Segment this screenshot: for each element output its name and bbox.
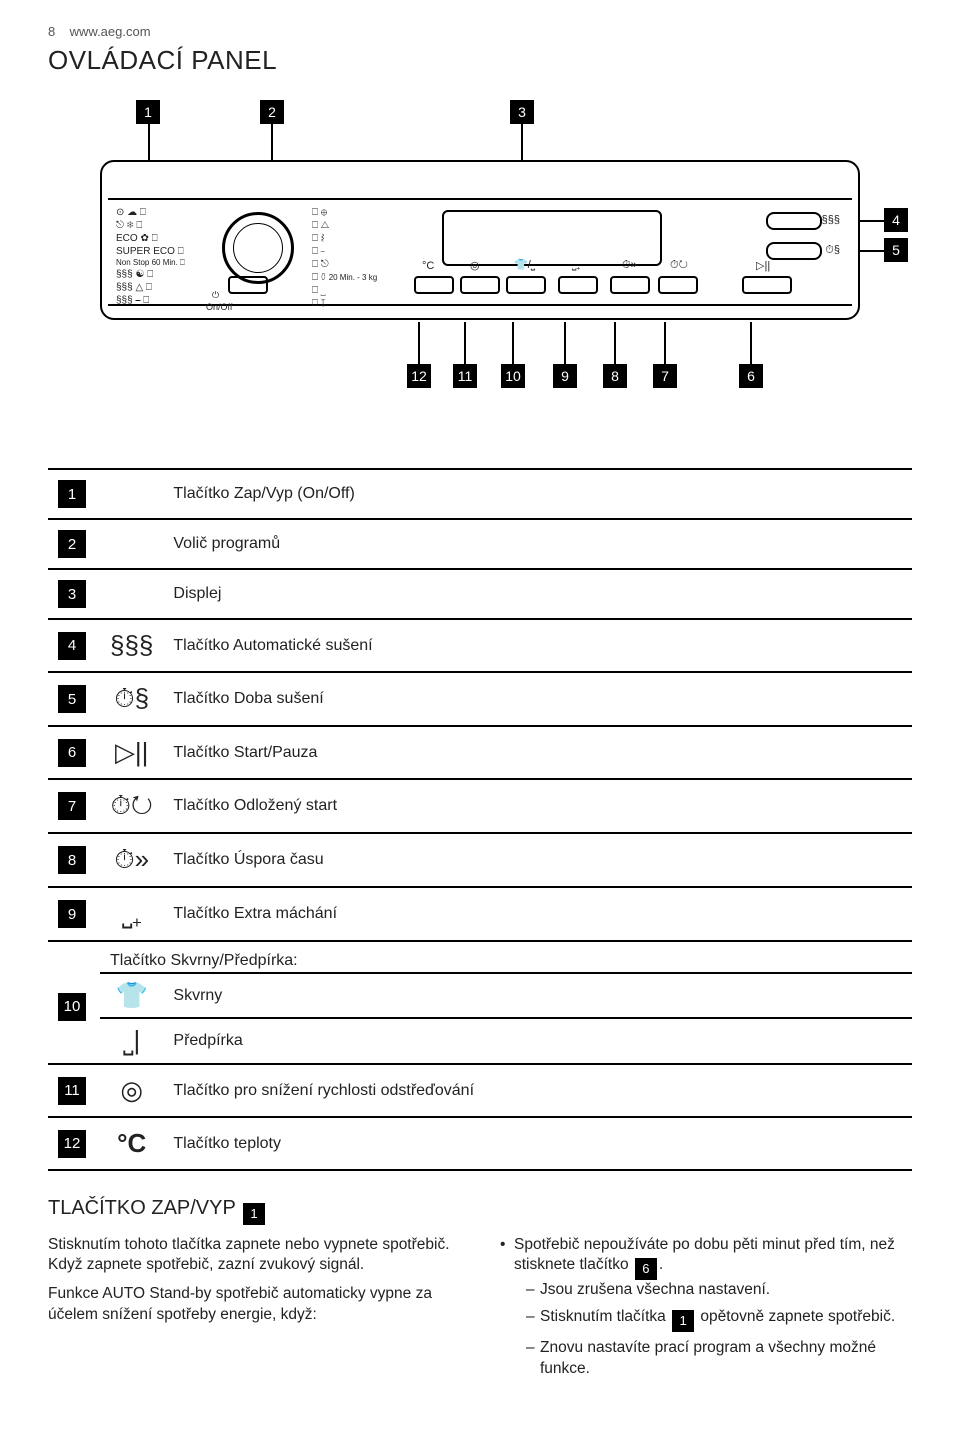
callout-11: 11	[453, 364, 477, 388]
legend-table: 1Tlačítko Zap/Vyp (On/Off) 2Volič progra…	[48, 468, 912, 1171]
callout-9: 9	[553, 364, 577, 388]
dash-1: Jsou zrušena všechna nastavení.	[540, 1280, 912, 1301]
legend-row-4: 4§§§Tlačítko Automatické sušení	[48, 619, 912, 672]
heading-ref-1: 1	[243, 1203, 265, 1225]
dash-2: Stisknutím tlačítka 1 opětovně zapnete s…	[540, 1307, 912, 1332]
callout-3: 3	[510, 100, 534, 124]
prose-p2: Funkce AUTO Stand-by spotřebič automatic…	[48, 1284, 460, 1326]
legend-row-12: 12°CTlačítko teploty	[48, 1117, 912, 1170]
callout-8: 8	[603, 364, 627, 388]
bullet-1: Spotřebič nepoužíváte po dobu pěti minut…	[514, 1235, 912, 1380]
prose-columns: Stisknutím tohoto tlačítka zapnete nebo …	[48, 1235, 912, 1386]
program-glyphs-mid: ⎕ ⊕ ⎕ △ ⎕ ⌇ ⎕ ⎯ ⎕ ⎋ ⎕ ⚱ 20 Min. - 3 kg ⎕…	[312, 206, 377, 310]
callout-12: 12	[407, 364, 431, 388]
callout-6: 6	[739, 364, 763, 388]
callout-7: 7	[653, 364, 677, 388]
site-url: www.aeg.com	[70, 24, 151, 39]
callout-4: 4	[884, 208, 908, 232]
legend-row-2: 2Volič programů	[48, 519, 912, 569]
legend-row-8: 8⏱»Tlačítko Úspora času	[48, 833, 912, 887]
callout-1: 1	[136, 100, 160, 124]
page-number: 8	[48, 24, 66, 39]
ref-box-1: 1	[672, 1310, 694, 1332]
legend-row-3: 3Displej	[48, 569, 912, 619]
legend-row-1: 1Tlačítko Zap/Vyp (On/Off)	[48, 469, 912, 519]
section-heading-zapvyp: TLAČÍTKO ZAP/VYP 1	[48, 1197, 912, 1225]
legend-row-11: 11◎Tlačítko pro snížení rychlosti odstře…	[48, 1064, 912, 1117]
control-panel-diagram: 1 2 3 4 5 ⊙ ☁ ⎕ ⎋ ❄ ⎕ ECO ✿ ⎕ SUPER ECO …	[70, 100, 890, 450]
dash-3: Znovu nastavíte prací program a všechny …	[540, 1338, 912, 1380]
prose-p1: Stisknutím tohoto tlačítka zapnete nebo …	[48, 1235, 460, 1277]
btn-auto-dry	[766, 212, 822, 230]
callout-2: 2	[260, 100, 284, 124]
panel-outline: ⊙ ☁ ⎕ ⎋ ❄ ⎕ ECO ✿ ⎕ SUPER ECO ⎕ Non Stop…	[100, 160, 860, 320]
display-screen	[442, 210, 662, 266]
onoff-glyph: ⏻	[212, 290, 219, 301]
page-header: 8 www.aeg.com	[48, 24, 912, 39]
onoff-label: On/Off	[206, 302, 232, 312]
prose-col-left: Stisknutím tohoto tlačítka zapnete nebo …	[48, 1235, 460, 1386]
legend-row-9: 9⎵₊Tlačítko Extra máchání	[48, 887, 912, 941]
legend-row-7: 7⏱↻Tlačítko Odložený start	[48, 779, 912, 833]
legend-row-5: 5⏱§Tlačítko Doba sušení	[48, 672, 912, 726]
legend-row-10-sub2: ⎵|Předpírka	[48, 1018, 912, 1064]
prose-col-right: Spotřebič nepoužíváte po dobu pěti minut…	[500, 1235, 912, 1386]
callout-10: 10	[501, 364, 525, 388]
program-dial	[222, 212, 294, 284]
ref-box-6: 6	[635, 1258, 657, 1280]
legend-row-10-header: 10Tlačítko Skvrny/Předpírka:	[48, 941, 912, 973]
btn-timed-dry	[766, 242, 822, 260]
callout-5: 5	[884, 238, 908, 262]
program-glyphs-left: ⊙ ☁ ⎕ ⎋ ❄ ⎕ ECO ✿ ⎕ SUPER ECO ⎕ Non Stop…	[116, 206, 185, 307]
legend-row-10-sub1: 👕Skvrny	[48, 973, 912, 1018]
page-title: OVLÁDACÍ PANEL	[48, 45, 912, 76]
legend-row-6: 6▷||Tlačítko Start/Pauza	[48, 726, 912, 779]
